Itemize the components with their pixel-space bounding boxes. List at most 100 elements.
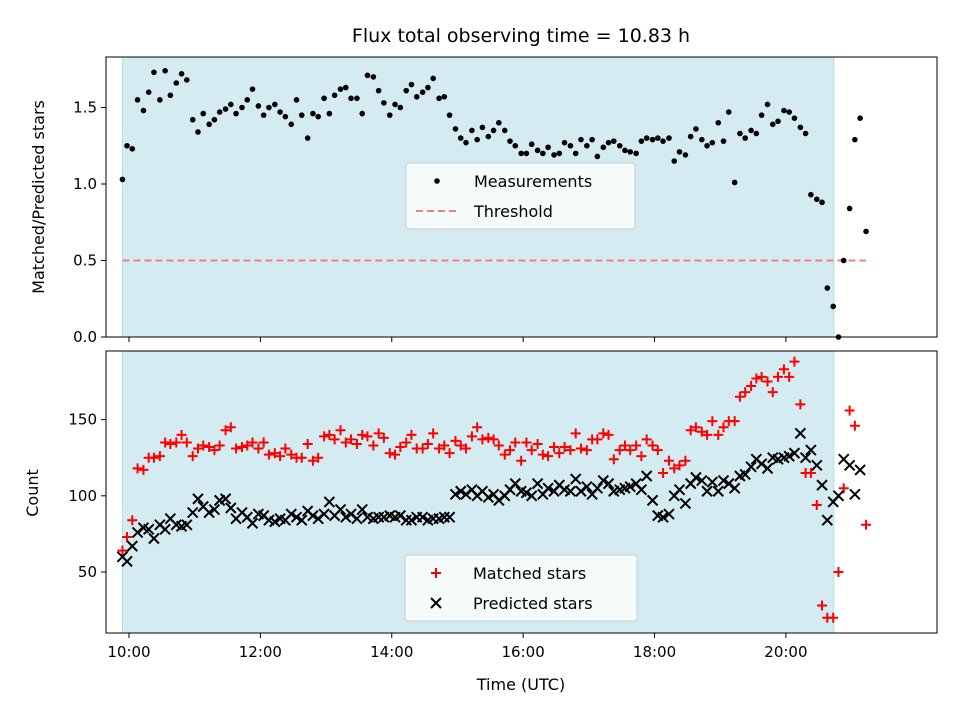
measurement-point (277, 109, 283, 115)
measurement-point (348, 95, 354, 102)
matched-star-point (575, 443, 586, 454)
measurement-point (260, 112, 267, 118)
matched-star-point (713, 429, 724, 440)
measurement-point (622, 147, 628, 154)
measurement-point (666, 135, 672, 141)
measurement-point (310, 110, 316, 117)
matched-star-point (313, 452, 324, 463)
matched-star-point (378, 432, 389, 443)
measurement-point (266, 104, 272, 111)
predicted-star-point (635, 484, 648, 496)
predicted-star-point (307, 509, 319, 522)
measurement-point (545, 144, 551, 151)
bottom-y-tick-label: 150 (68, 411, 97, 429)
matched-star-point (641, 434, 652, 445)
matched-star-point (384, 448, 395, 459)
measurement-point (233, 110, 239, 117)
predicted-star-point (285, 508, 297, 520)
matched-star-point (833, 567, 844, 578)
predicted-star-point (531, 477, 544, 490)
matched-star-point (537, 449, 548, 460)
measurement-point (589, 136, 595, 143)
measurement-point (134, 97, 141, 103)
bottom-frame (105, 350, 938, 634)
measurement-point (857, 115, 863, 122)
measurement-point (725, 109, 732, 115)
measurement-point (119, 176, 126, 183)
matched-star-point (428, 428, 439, 439)
matched-star-point (231, 443, 242, 454)
measurement-point (184, 77, 190, 83)
matched-star-point (565, 445, 576, 456)
measurement-point (824, 285, 831, 291)
matched-star-point (176, 429, 187, 440)
matched-star-point (669, 463, 680, 474)
measurement-point (720, 138, 727, 144)
measurement-point (446, 112, 453, 118)
measurement-point (293, 97, 300, 103)
matched-star-point (460, 443, 471, 454)
bottom-legend: Matched stars Predicted stars (404, 554, 638, 622)
measurement-point (222, 106, 229, 112)
measurement-point (206, 121, 212, 128)
measurement-point (584, 142, 590, 149)
matched-star-point (778, 364, 789, 375)
matched-star-point (844, 405, 855, 416)
matched-star-point (444, 448, 455, 459)
measurement-point (167, 92, 174, 99)
matched-star-point (526, 445, 537, 456)
top-legend: Measurements Threshold (405, 162, 636, 230)
x-tick-label: 20:00 (764, 643, 807, 661)
matched-star-point (340, 437, 351, 448)
measurement-point (124, 142, 130, 149)
matched-star-point (499, 449, 510, 460)
measurement-point (397, 104, 404, 111)
matched-star-point (198, 440, 209, 451)
matched-star-point (214, 440, 225, 451)
measurement-point (474, 136, 480, 143)
matched-star-point (483, 432, 494, 443)
measurement-point (452, 126, 459, 132)
predicted-star-point (624, 480, 636, 493)
matched-star-point (171, 437, 182, 448)
predicted-star-point (520, 487, 533, 499)
predicted-star-point (203, 506, 215, 519)
x-tick-label: 14:00 (370, 643, 413, 661)
measurement-point (408, 81, 415, 88)
matched-star-point (598, 428, 609, 439)
matched-star-point (417, 443, 428, 454)
measurement-point (610, 138, 617, 144)
measurement-point (512, 142, 519, 149)
matched-star-point (242, 440, 253, 451)
measurement-point (808, 191, 814, 198)
measurement-point (457, 135, 464, 141)
measurement-point (441, 93, 448, 100)
matched-star-point (324, 429, 335, 440)
matched-star-point (390, 449, 401, 460)
matched-star-point (477, 434, 488, 445)
measurement-point (731, 179, 738, 186)
measurement-point (436, 95, 442, 102)
predicted-star-point (717, 474, 730, 487)
x-tick-label: 10:00 (107, 643, 150, 661)
predicted-star-point (799, 451, 812, 464)
matched-star-point (603, 429, 614, 440)
measurement-point (507, 138, 513, 144)
predicted-star-point (569, 473, 582, 485)
predicted-star-point (646, 494, 659, 507)
matched-star-point (236, 442, 247, 453)
predicted-star-point (581, 480, 593, 493)
matched-star-point (543, 451, 554, 462)
matched-star-point (253, 443, 264, 454)
measurement-point (594, 153, 601, 160)
measurement-point (425, 84, 431, 91)
matched-star-point (493, 440, 504, 451)
predicted-star-point (542, 482, 554, 494)
predicted-star-point (706, 476, 719, 488)
matched-star-point (805, 467, 816, 478)
matched-star-point (751, 373, 762, 384)
matched-star-point (329, 434, 340, 445)
chart-title: Flux total observing time = 10.83 h (352, 25, 690, 47)
predicted-star-point (794, 427, 807, 440)
matched-star-point (658, 467, 669, 478)
